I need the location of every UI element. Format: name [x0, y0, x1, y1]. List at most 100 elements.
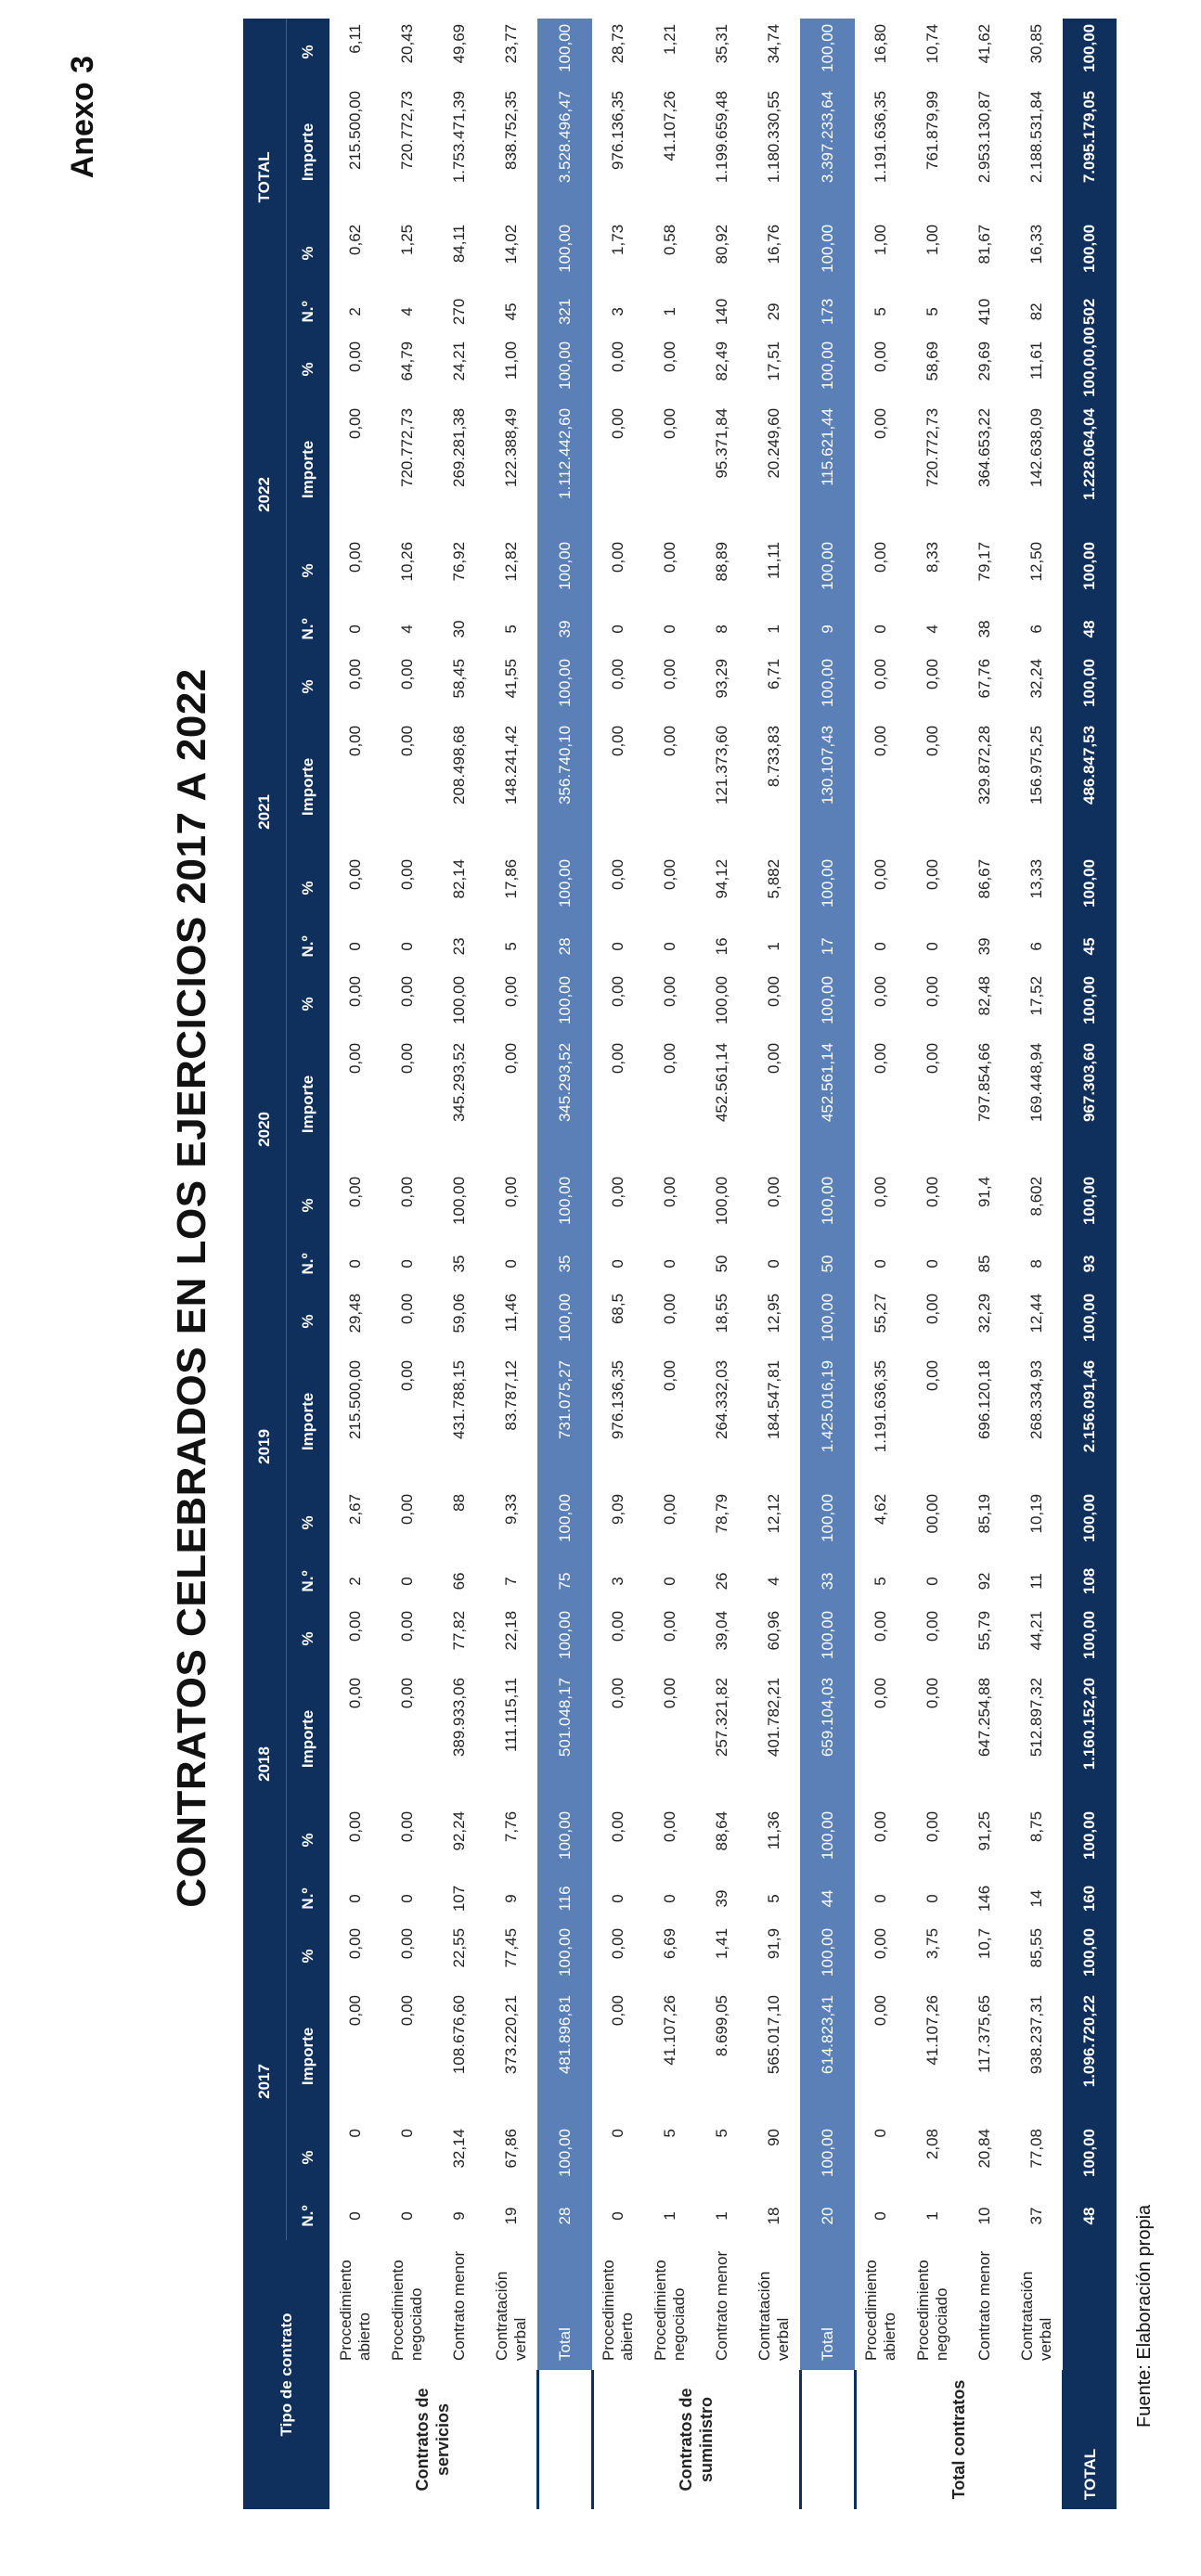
column-header: % — [286, 335, 329, 403]
cell: 269.281,38 — [450, 407, 468, 487]
cell: 0,00 — [398, 725, 416, 757]
cell: 23,77 — [502, 23, 520, 64]
cell: 0,00 — [609, 1176, 626, 1208]
cell: 0,00 — [398, 858, 416, 891]
cell: 122.388,49 — [502, 407, 520, 487]
cell: 0 — [609, 2211, 626, 2221]
cell: 0,00 — [872, 407, 889, 439]
cell: 100,00 — [1063, 853, 1117, 922]
cell: 0,00 — [398, 1293, 416, 1325]
cell: 48 — [1063, 2191, 1117, 2240]
cell: 37 — [1027, 2207, 1045, 2225]
data-row: Contratación verbal 18 90 565.017,10 91,9 5 11… — [748, 19, 800, 2509]
cell: 0,00 — [923, 975, 941, 1008]
cell: 100,00 — [1063, 970, 1117, 1037]
cell: 0,00 — [765, 975, 782, 1008]
cell: 20.249,60 — [765, 407, 782, 479]
cell: 4 — [398, 625, 416, 634]
cell: 6 — [1027, 625, 1045, 634]
total-row: Total 28 100,00 481.896,81 100,00 116 100,00 50… — [537, 18, 592, 2509]
cell: 5 — [502, 625, 520, 634]
cell: 100,00 — [537, 1604, 592, 1672]
cell: 0 — [609, 1259, 626, 1269]
cell: 720.772,73 — [398, 407, 416, 487]
cell: 1.180.330,55 — [765, 90, 782, 184]
cell: 115.621,44 — [800, 402, 855, 536]
type-header: Tipo de contrato — [243, 2239, 329, 2509]
row-label: Contrato menor — [975, 2250, 993, 2361]
cell: 100,00 — [537, 2122, 592, 2192]
cell: 0,00 — [346, 658, 364, 689]
cell: 100,00 — [1063, 1287, 1117, 1355]
column-header: N.º — [286, 2191, 329, 2240]
cell: 0 — [346, 1894, 364, 1903]
cell: 967.303,60 — [1063, 1037, 1117, 1171]
cell: 4,62 — [872, 1493, 889, 1526]
cell: 100,00 — [537, 18, 592, 85]
cell: 6,69 — [661, 1927, 678, 1960]
cell: 0 — [765, 1259, 782, 1269]
column-header: % — [286, 218, 329, 288]
cell: 1.191.636,35 — [872, 1359, 889, 1453]
column-header: % — [286, 1604, 329, 1672]
cell: 100,00 — [537, 1488, 592, 1557]
cell: 30,85 — [1027, 23, 1045, 64]
cell: 0,00 — [609, 1610, 626, 1642]
cell: 0 — [872, 2128, 889, 2138]
cell: 797.854,66 — [975, 1042, 993, 1123]
cell: 9 — [450, 2211, 468, 2221]
cell: 100,00 — [800, 535, 855, 605]
cell: 81,67 — [975, 224, 993, 264]
cell: 8.733,83 — [765, 725, 782, 788]
cell: 0,00 — [661, 541, 678, 573]
cell: 0 — [923, 1577, 941, 1586]
cell: 100,00 — [537, 335, 592, 403]
data-row: Contratación verbal 37 77,08 938.237,31 85,5… — [1011, 19, 1063, 2509]
cell: 16 — [713, 937, 730, 956]
cell: 0,00 — [346, 725, 364, 757]
cell: 0 — [346, 1259, 364, 1269]
cell: 11,00 — [502, 341, 520, 380]
cell: 431.788,15 — [450, 1359, 468, 1440]
cell: 0 — [502, 1259, 520, 1269]
row-label: Contrato menor — [713, 2250, 730, 2361]
cell: 938.237,31 — [1027, 1994, 1045, 2075]
column-header: N.º — [286, 604, 329, 653]
cell: 35 — [450, 1255, 468, 1273]
cell: 100,00 — [1063, 535, 1117, 605]
cell: 2,67 — [346, 1493, 364, 1526]
cell: 0,00 — [661, 1293, 678, 1325]
cell: 0,00 — [609, 858, 626, 891]
cell: 0,00 — [346, 541, 364, 573]
cell: 35,31 — [713, 23, 730, 64]
cell: 1 — [661, 307, 678, 316]
cell: 23 — [450, 937, 468, 956]
cell: 29 — [765, 303, 782, 321]
cell: 0 — [872, 1894, 889, 1903]
cell: 64,79 — [398, 341, 416, 381]
column-header: Importe — [286, 1354, 329, 1488]
page-title: CONTRATOS CELEBRADOS EN LOS EJERCICIOS 2… — [169, 668, 214, 1908]
subheader-row: N.º% Importe% N.º% Importe% N.º% Importe% N.º%… — [286, 18, 329, 2509]
cell: 77,08 — [1027, 2128, 1045, 2169]
cell: 1,00 — [923, 224, 941, 255]
cell: 17 — [800, 921, 855, 971]
cell: 82,14 — [450, 858, 468, 899]
cell: 0,00 — [609, 1994, 626, 2027]
cell: 0,00 — [872, 1677, 889, 1709]
cell: 0,00 — [661, 975, 678, 1008]
cell: 0,00 — [872, 1994, 889, 2027]
year-header: 2022 — [243, 335, 287, 653]
cell: 2.953.130,87 — [975, 90, 993, 184]
cell: 0,00 — [398, 1359, 416, 1392]
cell: 39 — [975, 937, 993, 956]
cell: 17,86 — [502, 858, 520, 899]
cell: 0 — [398, 1577, 416, 1586]
cell: 18 — [765, 2207, 782, 2225]
row-label: Procedimiento abierto — [600, 2260, 636, 2361]
cell: 100,00 — [450, 1176, 468, 1225]
cell: 13,33 — [1027, 858, 1045, 899]
cell: 0,00 — [502, 1042, 520, 1075]
cell: 208.498,68 — [450, 725, 468, 805]
cell: 6,71 — [765, 658, 782, 689]
